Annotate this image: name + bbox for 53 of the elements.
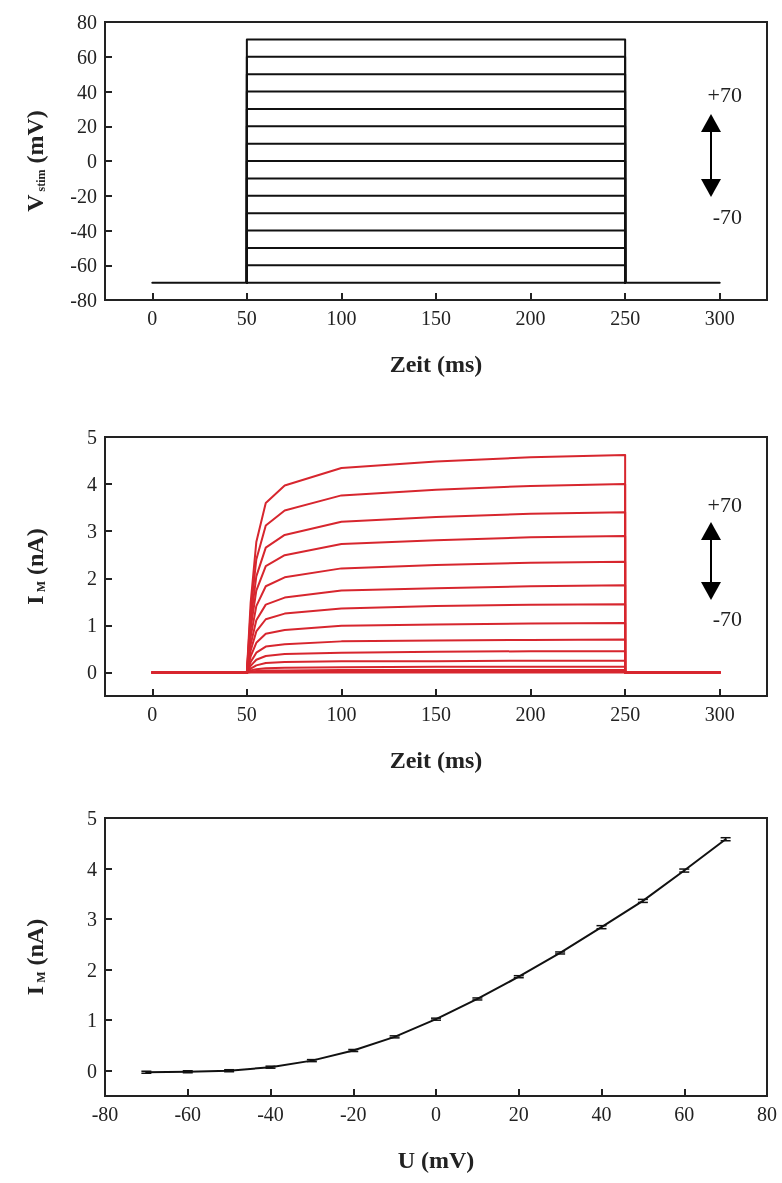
annotation: +70: [707, 81, 743, 107]
y-tick-label: 5: [87, 807, 97, 829]
x-tick-label: 0: [147, 307, 158, 329]
x-axis-title: Zeit (ms): [389, 747, 483, 773]
x-tick-label: 20: [508, 1103, 529, 1125]
y-tick-label: 2: [87, 958, 97, 981]
x-tick-label: 100: [326, 703, 357, 725]
x-tick-label: 0: [431, 1103, 441, 1125]
y-tick-label: 3: [87, 908, 97, 931]
y-tick-label: 4: [87, 857, 97, 880]
x-tick-label: -60: [174, 1103, 202, 1125]
y-tick-label: 1: [87, 1009, 97, 1032]
annotation: -70: [712, 606, 742, 632]
x-tick-label: 150: [421, 703, 451, 725]
y-tick-label: 60: [77, 45, 97, 68]
annotation: -70: [712, 203, 742, 229]
y-axis-title: IM (nA): [22, 528, 48, 605]
y-tick-label: 80: [77, 11, 97, 33]
x-tick-label: 200: [515, 703, 546, 725]
y-tick-label: 4: [87, 473, 97, 496]
annotation: +70: [707, 492, 743, 518]
x-tick-label: 50: [236, 703, 257, 725]
y-tick-label: 5: [87, 426, 97, 448]
y-tick-label: 2: [87, 567, 97, 590]
x-tick-label: 50: [236, 307, 257, 329]
y-tick-label: 3: [87, 520, 97, 543]
y-tick-label: 40: [77, 80, 97, 103]
y-tick-label: 0: [87, 661, 97, 684]
y-tick-label: -60: [70, 254, 97, 277]
y-tick-label: 20: [77, 115, 97, 138]
x-tick-label: -40: [257, 1103, 284, 1125]
x-tick-label: 40: [591, 1103, 612, 1125]
x-tick-label: 100: [326, 307, 357, 329]
y-tick-label: 0: [87, 1059, 97, 1082]
x-tick-label: 60: [674, 1103, 695, 1125]
y-axis-title: IM (nA): [22, 918, 48, 996]
x-tick-label: 0: [147, 703, 158, 725]
x-axis-title: U (mV): [397, 1147, 475, 1173]
y-tick-label: 1: [87, 614, 97, 637]
y-tick-label: 0: [87, 150, 97, 172]
y-tick-label: -20: [70, 184, 97, 207]
x-tick-label: 300: [704, 307, 735, 329]
x-tick-label: 250: [610, 703, 641, 725]
x-tick-label: 250: [610, 307, 641, 329]
y-tick-label: -80: [70, 289, 97, 311]
y-tick-label: -40: [70, 219, 97, 242]
x-axis-title: Zeit (ms): [389, 351, 483, 377]
x-tick-label: 300: [704, 703, 735, 725]
x-tick-label: -20: [339, 1103, 367, 1125]
x-tick-label: 150: [421, 307, 451, 329]
x-tick-label: 200: [515, 307, 546, 329]
x-tick-label: 80: [757, 1103, 777, 1125]
y-axis-title: Vstim (mV): [22, 110, 48, 212]
